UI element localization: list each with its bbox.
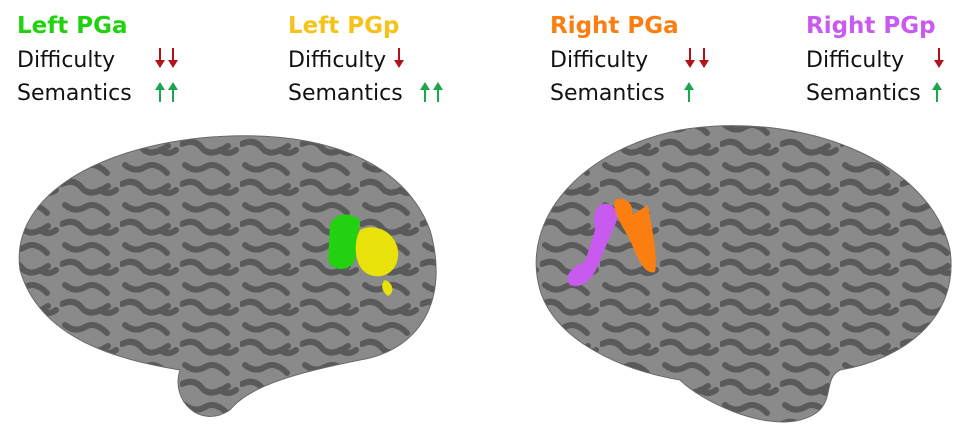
row-label: Difficulty: [550, 48, 648, 73]
region-title: Left PGp: [288, 13, 399, 39]
row-label: Difficulty: [806, 48, 904, 73]
region-title: Left PGa: [17, 13, 128, 39]
row-label: Semantics: [288, 81, 403, 106]
left-hemisphere: [19, 136, 436, 417]
right-hemisphere: [536, 126, 951, 422]
row-label: Semantics: [550, 81, 665, 106]
region-title: Right PGp: [806, 13, 936, 39]
region-title: Right PGa: [550, 13, 679, 39]
figure: Left PGa Difficulty Semantics Left PGp D…: [0, 0, 957, 430]
row-label: Semantics: [806, 81, 921, 106]
row-label: Semantics: [17, 81, 132, 106]
row-label: Difficulty: [17, 48, 115, 73]
row-label: Difficulty: [288, 48, 386, 73]
